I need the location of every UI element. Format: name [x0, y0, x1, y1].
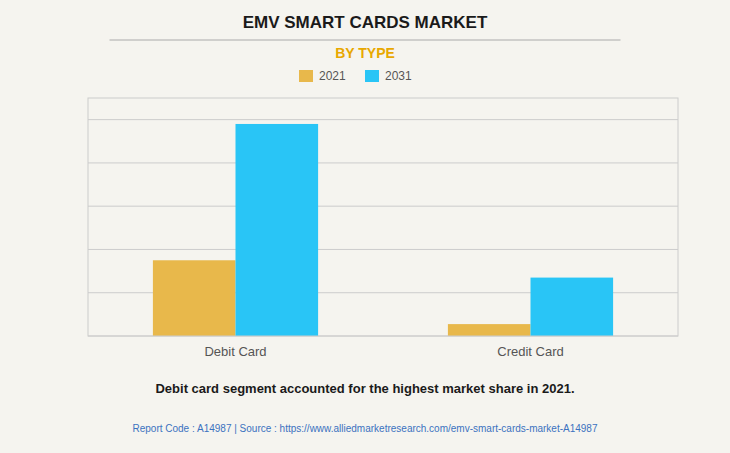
- bars: [153, 124, 613, 336]
- grid: [88, 120, 678, 336]
- legend-swatch: [299, 70, 313, 82]
- grid-line: [88, 162, 678, 163]
- x-axis: Debit Card Credit Card: [204, 344, 563, 359]
- legend: 2021 2031: [299, 69, 412, 83]
- legend-label: 2021: [319, 69, 346, 83]
- subtitle: BY TYPE: [335, 45, 395, 61]
- title-rule: [110, 40, 621, 41]
- bar: [153, 260, 236, 336]
- bar: [448, 324, 531, 336]
- legend-label: 2031: [385, 69, 412, 83]
- chart-container: EMV SMART CARDS MARKET BY TYPE 2021 2031 Deb…: [0, 0, 730, 453]
- chart-svg: EMV SMART CARDS MARKET BY TYPE 2021 2031 Deb…: [0, 0, 730, 453]
- grid-line: [88, 249, 678, 250]
- title: EMV SMART CARDS MARKET: [243, 13, 488, 32]
- plot-frame: [88, 98, 678, 336]
- legend-swatch: [365, 70, 379, 82]
- background: [0, 0, 730, 453]
- grid-line: [88, 119, 678, 120]
- footnote: Debit card segment accounted for the hig…: [155, 381, 574, 396]
- x-tick-label: Debit Card: [204, 344, 266, 359]
- source: Report Code : A14987 | Source : https://…: [132, 423, 597, 434]
- grid-line: [88, 206, 678, 207]
- x-tick-label: Credit Card: [497, 344, 563, 359]
- bar: [236, 124, 319, 336]
- bar: [531, 278, 614, 336]
